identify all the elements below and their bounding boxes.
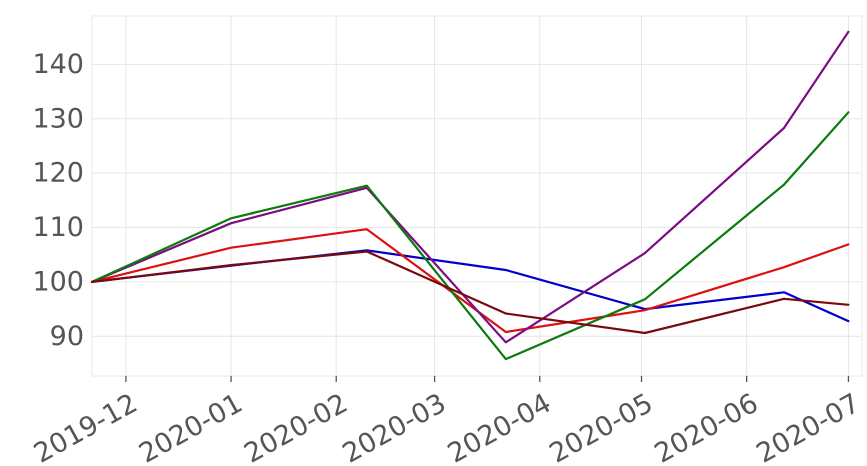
y-tick-label: 130	[32, 103, 84, 134]
plot-area	[91, 15, 863, 377]
x-tick-label: 2020-03	[338, 388, 452, 466]
x-tick-label: 2020-04	[443, 388, 557, 466]
x-tick-label: 2020-01	[134, 388, 248, 466]
x-tick-label: 2020-06	[650, 388, 764, 466]
y-tick-label: 140	[32, 49, 84, 80]
x-tick-label: 2019-12	[29, 388, 143, 466]
x-tick-label: 2020-05	[545, 388, 659, 466]
y-tick-label: 90	[50, 321, 84, 352]
y-tick-label: 100	[32, 266, 84, 297]
series-line-2	[90, 228, 850, 334]
x-axis: 2019-122020-012020-022020-032020-042020-…	[29, 376, 865, 466]
x-tick-label: 2020-07	[751, 388, 865, 466]
x-tick-label: 2020-02	[239, 388, 353, 466]
series-lines	[90, 30, 850, 361]
series-line-4	[90, 111, 850, 361]
series-line-3	[90, 30, 850, 344]
series-line-5	[90, 250, 850, 335]
y-tick-label: 110	[32, 212, 84, 243]
y-axis: 90 100 110 120 130 140	[32, 49, 84, 352]
y-tick-label: 120	[32, 158, 84, 189]
